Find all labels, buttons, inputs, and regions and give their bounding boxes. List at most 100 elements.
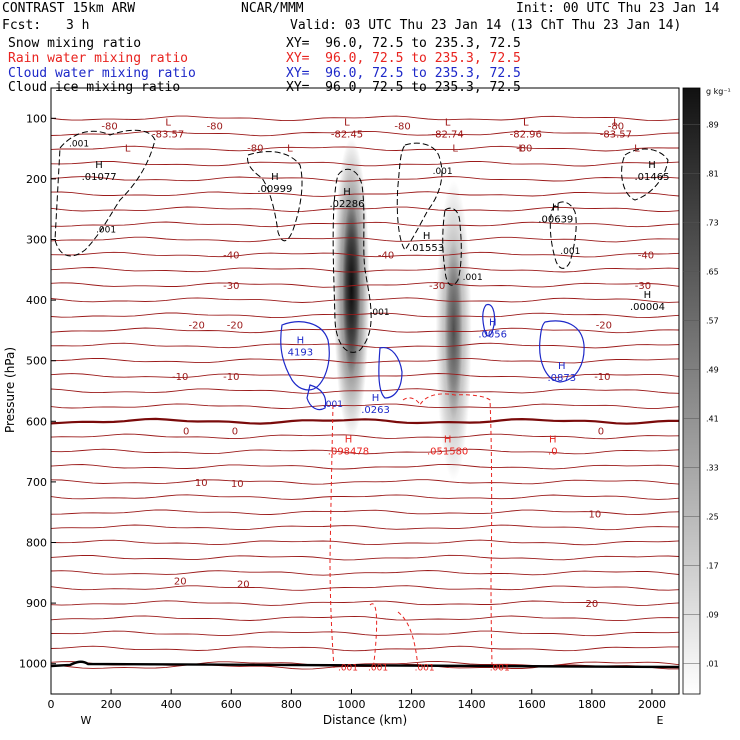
colorbar-gradient <box>682 87 701 695</box>
temperature-contour-label: -30 <box>429 281 445 292</box>
temperature-contour-label: 20 <box>585 599 598 610</box>
y-tick-label: 200 <box>26 173 47 186</box>
contour-value-label: .001 <box>490 664 510 674</box>
extremum-value: .0056 <box>478 329 507 340</box>
temperature-contour <box>51 388 679 394</box>
temperature-contour-label: -10 <box>172 372 188 383</box>
colorbar-level-label: .89 <box>706 121 719 130</box>
y-tick-label: 300 <box>26 234 47 247</box>
x-tick-label: 800 <box>281 698 302 711</box>
model-title: CONTRAST 15km ARW <box>2 1 136 16</box>
temperature-contour-label: 0 <box>232 426 238 437</box>
contour-value-label: .001 <box>69 140 89 150</box>
extremum-value: .00639 <box>538 214 573 225</box>
temperature-contour <box>51 297 679 303</box>
y-tick-label: 800 <box>26 537 47 550</box>
temperature-contour-label: 10 <box>231 479 244 490</box>
temperature-contour <box>51 509 679 516</box>
temperature-contour-label: -20 <box>596 320 612 331</box>
colorbar-level-label: .01 <box>706 660 719 669</box>
extremum-kind: L <box>165 117 171 128</box>
cloud-ice-contours <box>54 129 669 353</box>
y-tick-label: 600 <box>26 415 47 428</box>
extremum-kind: H <box>644 290 652 301</box>
contour-value-label: .001 <box>338 664 358 674</box>
extremum-kind: H <box>297 336 305 347</box>
extremum-kind: H <box>345 434 353 445</box>
colorbar-level-label: .81 <box>706 170 719 179</box>
temperature-contour-label: 20 <box>237 580 250 591</box>
colorbar: .01 .09 .17 .25 .33 .41 .49 .57 .65 .73 .81 .89 g k… <box>682 87 731 695</box>
y-tick-label: 700 <box>26 476 47 489</box>
temperature-contour <box>51 342 679 349</box>
temperature-contour-label: 10 <box>195 478 208 489</box>
x-axis-title: Distance (km) <box>323 713 407 727</box>
extremum-value: .00999 <box>257 184 292 195</box>
contour-value-label: .001 <box>560 247 580 257</box>
field-xy-snow: XY= 96.0, 72.5 to 235.3, 72.5 <box>286 36 521 51</box>
extremum-kind: H <box>444 434 452 445</box>
temperature-contour <box>51 115 679 122</box>
temperature-contour-label: -40 <box>378 251 394 262</box>
extremum-value: -83.57 <box>152 129 184 140</box>
extremum-kind: H <box>558 361 566 372</box>
y-axis-title: Pressure (hPa) <box>3 347 17 433</box>
temperature-contour-label: -40 <box>638 251 654 262</box>
colorbar-level-label: .41 <box>706 415 719 424</box>
temperature-contour <box>51 494 679 500</box>
x-tick-label: 1400 <box>458 698 486 711</box>
temperature-contour-label: -80 <box>608 122 624 133</box>
axes: 0 200 400 600 800 1000 1200 1400 1600 1800 2000100… <box>19 112 666 711</box>
snow-core <box>444 240 463 421</box>
temperature-contour <box>51 221 679 228</box>
fcst-value: 3 h <box>66 18 90 33</box>
x-tick-label: 1200 <box>398 698 426 711</box>
extremum-value: -82.74 <box>432 129 464 140</box>
temperature-contour <box>51 145 679 152</box>
x-tick-label: 1600 <box>518 698 546 711</box>
temperature-contour <box>51 417 679 425</box>
rain-water-contours <box>329 393 493 669</box>
extremum-kind: H <box>423 231 431 242</box>
field-name-cloudice: Cloud ice mixing ratio <box>8 80 181 95</box>
field-xy-cloudwater: XY= 96.0, 72.5 to 235.3, 72.5 <box>286 66 521 81</box>
temperature-contour-label: -20 <box>227 320 243 331</box>
temperature-contour <box>51 251 679 258</box>
extremum-kind: H <box>343 187 351 198</box>
colorbar-level-label: .57 <box>706 317 719 326</box>
temperature-contour-label: -80 <box>101 122 117 133</box>
extremum-value: .01077 <box>82 172 117 183</box>
y-tick-label: 400 <box>26 294 47 307</box>
temperature-contour <box>51 630 679 637</box>
temperature-contour <box>51 160 679 167</box>
temperature-contour <box>51 130 679 137</box>
colorbar-level-label: .25 <box>706 513 719 522</box>
field-name-cloudwater: Cloud water mixing ratio <box>8 66 196 81</box>
y-tick-label: 1000 <box>19 658 47 671</box>
extremum-value: .02286 <box>329 199 364 210</box>
extremum-kind: H <box>489 317 497 328</box>
extremum-kind: H <box>95 160 103 171</box>
extrema-markers: L-83.57L-82.45L-82.74L-82.96L-83.57H.010… <box>82 117 670 457</box>
surface-boundary <box>51 660 679 669</box>
plot-frame <box>50 87 680 695</box>
colorbar-level-label: .65 <box>706 268 719 277</box>
temperature-contour <box>51 570 679 576</box>
temperature-contour <box>51 403 679 409</box>
contour-value-label: .001 <box>368 664 388 674</box>
x-tick-label: 2000 <box>638 698 666 711</box>
colorbar-level-label: .49 <box>706 366 719 375</box>
temperature-contour <box>51 357 679 364</box>
temperature-contour <box>51 282 679 288</box>
x-tick-label: 1000 <box>337 698 365 711</box>
snow-shading <box>333 137 472 481</box>
temperature-contour <box>51 524 679 531</box>
x-tick-label: 0 <box>48 698 55 711</box>
colorbar-level-label: .33 <box>706 464 719 473</box>
extremum-value: .0263 <box>361 405 390 416</box>
extremum-kind: L <box>613 117 619 128</box>
contour-value-label: .001 <box>323 400 343 410</box>
temperature-contour <box>51 615 679 622</box>
temperature-contour-label: 20 <box>174 577 187 588</box>
